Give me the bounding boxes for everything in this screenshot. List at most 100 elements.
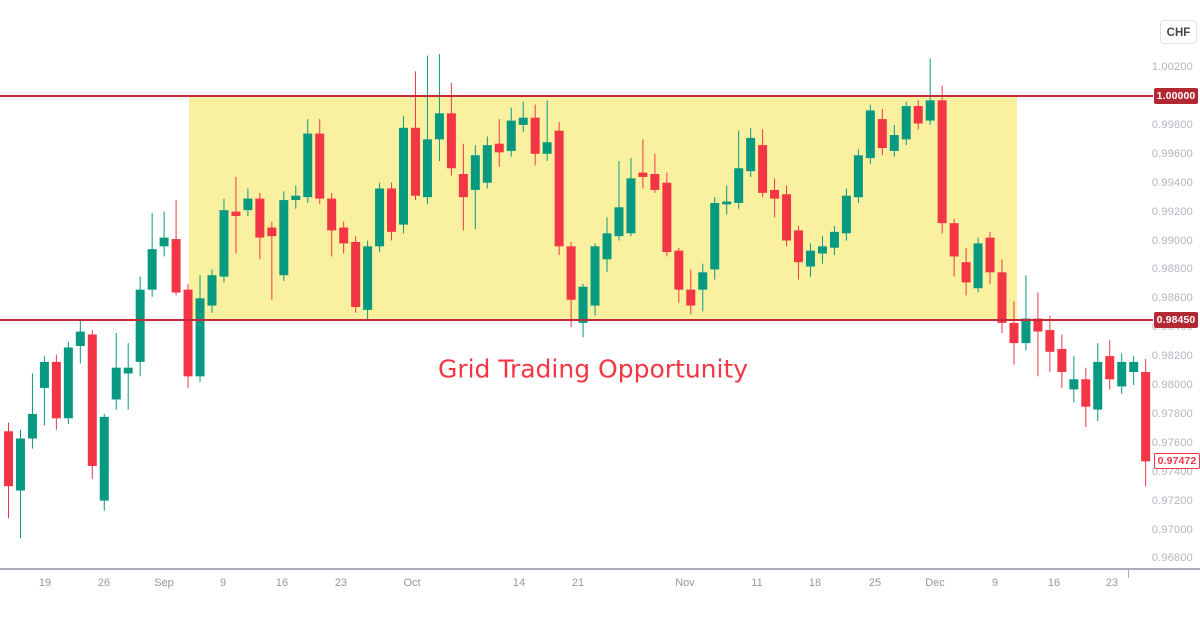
candle-body xyxy=(1105,356,1115,380)
time-axis-label: 21 xyxy=(571,577,585,589)
time-axis-label: 16 xyxy=(1047,577,1061,589)
candle-body xyxy=(949,223,959,257)
candle-body xyxy=(351,241,361,307)
candle-body xyxy=(87,334,97,466)
candle-body xyxy=(399,127,409,225)
candle-body xyxy=(494,143,504,153)
candle-body xyxy=(159,237,169,247)
price-axis-label: 0.99400 xyxy=(1151,176,1193,189)
candle-body xyxy=(171,239,181,293)
candles-series xyxy=(4,54,1151,539)
candle-body xyxy=(4,431,13,487)
candle-body xyxy=(829,231,839,248)
candle-body xyxy=(1093,361,1103,410)
candle-body xyxy=(410,127,420,196)
candle-body xyxy=(901,106,911,140)
candle-body xyxy=(638,172,648,177)
candle-body xyxy=(1081,379,1091,407)
grid-trading-annotation-text[interactable]: Grid Trading Opportunity xyxy=(437,354,749,384)
candle-body xyxy=(111,367,121,400)
candle-body xyxy=(458,174,468,198)
candle-body xyxy=(195,298,205,377)
candle-body xyxy=(602,233,612,260)
candle-body xyxy=(63,347,73,419)
candle-body xyxy=(315,133,325,199)
candle-body xyxy=(39,361,49,388)
candle-body xyxy=(339,227,349,244)
time-axis-label: 18 xyxy=(808,577,822,589)
price-axis-label: 0.96800 xyxy=(1151,552,1193,565)
candle-body xyxy=(243,198,253,211)
candle-body xyxy=(770,189,780,199)
candle-body xyxy=(805,250,815,267)
candle-body xyxy=(15,438,25,491)
candle-body xyxy=(698,272,708,290)
candle-body xyxy=(542,142,552,154)
quote-currency-button[interactable]: CHF xyxy=(1160,20,1197,44)
candle-body xyxy=(722,201,732,205)
time-axis-label: 9 xyxy=(219,577,227,589)
candle-body xyxy=(1009,322,1019,344)
candle-body xyxy=(327,198,337,231)
time-axis-label: Dec xyxy=(925,577,945,589)
candle-body xyxy=(1069,379,1079,390)
time-axis[interactable]: 19 26 Sep 9 16 23 Oct 14 21 Nov 11 18 25 Dec 9 16 23 xyxy=(0,568,1200,620)
candle-body xyxy=(674,250,684,290)
price-axis-label: 0.99000 xyxy=(1151,234,1193,247)
time-axis-border xyxy=(0,568,1200,570)
time-axis-label: 25 xyxy=(868,577,882,589)
candle-body xyxy=(925,100,935,121)
candle-body xyxy=(817,246,827,254)
price-axis-label: 0.99600 xyxy=(1151,147,1193,160)
price-axis[interactable]: 1.00200 0.99800 0.99600 0.99400 0.99200 0.990… xyxy=(1130,0,1200,570)
price-axis-label: 0.98200 xyxy=(1151,350,1193,363)
last-price-tag: 0.97472 xyxy=(1154,453,1200,470)
price-axis-label: 0.98800 xyxy=(1151,263,1193,276)
candle-body xyxy=(913,106,923,124)
candle-body xyxy=(219,210,229,277)
candle-body xyxy=(686,289,696,306)
price-axis-label: 0.97800 xyxy=(1151,407,1193,420)
candle-body xyxy=(614,207,624,237)
candle-body xyxy=(746,137,756,172)
candle-body xyxy=(470,155,480,190)
price-axis-label: 0.98000 xyxy=(1151,379,1193,392)
candle-body xyxy=(207,275,217,306)
time-axis-label: 16 xyxy=(275,577,289,589)
candle-body xyxy=(255,198,265,238)
candle-body xyxy=(853,155,863,198)
candle-body xyxy=(794,230,804,263)
candle-body xyxy=(1129,361,1139,373)
time-axis-label: 26 xyxy=(97,577,111,589)
candle-body xyxy=(997,272,1007,323)
candle-body xyxy=(422,139,432,198)
candle-body xyxy=(231,211,241,216)
candle-body xyxy=(506,120,516,151)
candle-body xyxy=(758,145,768,193)
candle-body xyxy=(303,133,313,198)
candle-body xyxy=(434,113,444,140)
candle-body xyxy=(1057,348,1067,373)
candle-body xyxy=(782,194,792,241)
time-axis-label: 9 xyxy=(991,577,999,589)
time-axis-label: Nov xyxy=(675,577,695,589)
candle-body xyxy=(51,361,61,419)
time-axis-tick xyxy=(1128,570,1129,578)
candle-body xyxy=(1141,372,1151,462)
time-axis-label: Sep xyxy=(154,577,174,589)
time-axis-label: 14 xyxy=(512,577,526,589)
grid-zone-rectangle[interactable] xyxy=(189,96,1017,320)
candle-body xyxy=(375,188,385,247)
candle-body xyxy=(841,195,851,234)
candle-body xyxy=(27,413,37,439)
candle-body xyxy=(566,246,576,300)
candle-body xyxy=(578,286,588,323)
candle-body xyxy=(961,262,971,283)
price-axis-label: 0.97200 xyxy=(1151,494,1193,507)
time-axis-label: 19 xyxy=(38,577,52,589)
candle-body xyxy=(1117,361,1127,387)
price-axis-label: 0.99200 xyxy=(1151,205,1193,218)
